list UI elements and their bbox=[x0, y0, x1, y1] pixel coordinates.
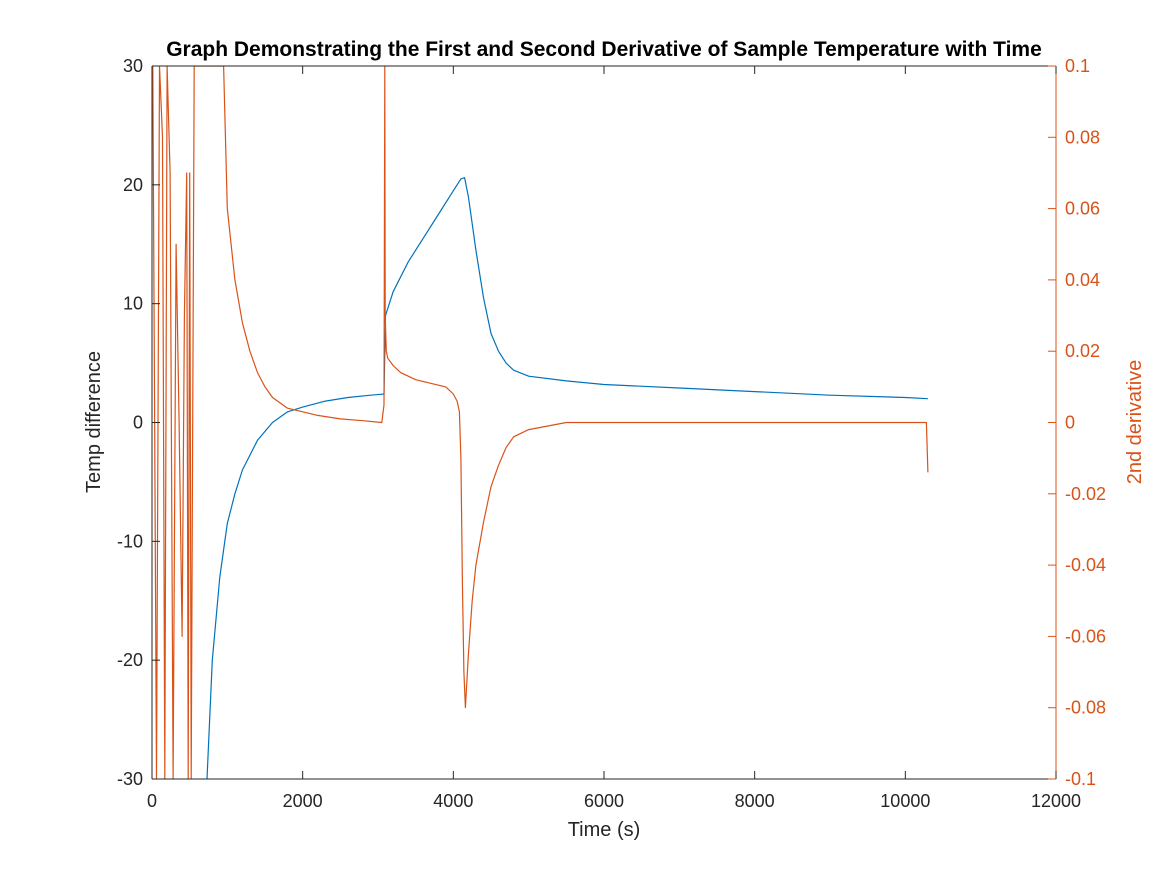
series-line-2 bbox=[152, 66, 929, 779]
y-right-tick-label: -0.08 bbox=[1065, 698, 1106, 718]
y-left-tick-label: -30 bbox=[117, 769, 143, 789]
y-axis-left-label: Temp difference bbox=[83, 351, 105, 493]
y-right-tick-label: 0.04 bbox=[1065, 270, 1100, 290]
y-left-tick-label: 10 bbox=[123, 294, 143, 314]
x-tick-label: 8000 bbox=[735, 791, 775, 811]
y-right-tick-label: -0.06 bbox=[1065, 626, 1106, 646]
x-tick-label: 2000 bbox=[283, 791, 323, 811]
y-left-tick-label: -10 bbox=[117, 531, 143, 551]
y-right-tick-label: 0 bbox=[1065, 413, 1075, 433]
chart-title: Graph Demonstrating the First and Second… bbox=[166, 38, 1042, 61]
x-axis-label: Time (s) bbox=[568, 819, 641, 841]
y-right-tick-label: -0.1 bbox=[1065, 769, 1096, 789]
y-right-tick-label: -0.02 bbox=[1065, 484, 1106, 504]
y-axis-right-label: 2nd derivative bbox=[1124, 360, 1146, 485]
x-tick-label: 12000 bbox=[1031, 791, 1081, 811]
x-tick-label: 10000 bbox=[880, 791, 930, 811]
y-right-tick-label: 0.08 bbox=[1065, 127, 1100, 147]
y-left-tick-label: 30 bbox=[123, 56, 143, 76]
y-left-tick-label: 20 bbox=[123, 175, 143, 195]
y-left-tick-label: 0 bbox=[133, 413, 143, 433]
x-tick-label: 0 bbox=[147, 791, 157, 811]
y-right-tick-label: 0.06 bbox=[1065, 199, 1100, 219]
y-left-tick-label: -20 bbox=[117, 650, 143, 670]
y-right-tick-label: 0.02 bbox=[1065, 341, 1100, 361]
x-tick-label: 6000 bbox=[584, 791, 624, 811]
x-tick-label: 4000 bbox=[433, 791, 473, 811]
series-line-1 bbox=[206, 177, 928, 779]
y-right-tick-label: -0.04 bbox=[1065, 555, 1106, 575]
series-layer bbox=[152, 66, 929, 779]
y-right-tick-label: 0.1 bbox=[1065, 56, 1090, 76]
axes-layer: 0 2000 4000 6000 8000 10000 12000 -30 -20 -10 0 10 2… bbox=[117, 56, 1106, 811]
